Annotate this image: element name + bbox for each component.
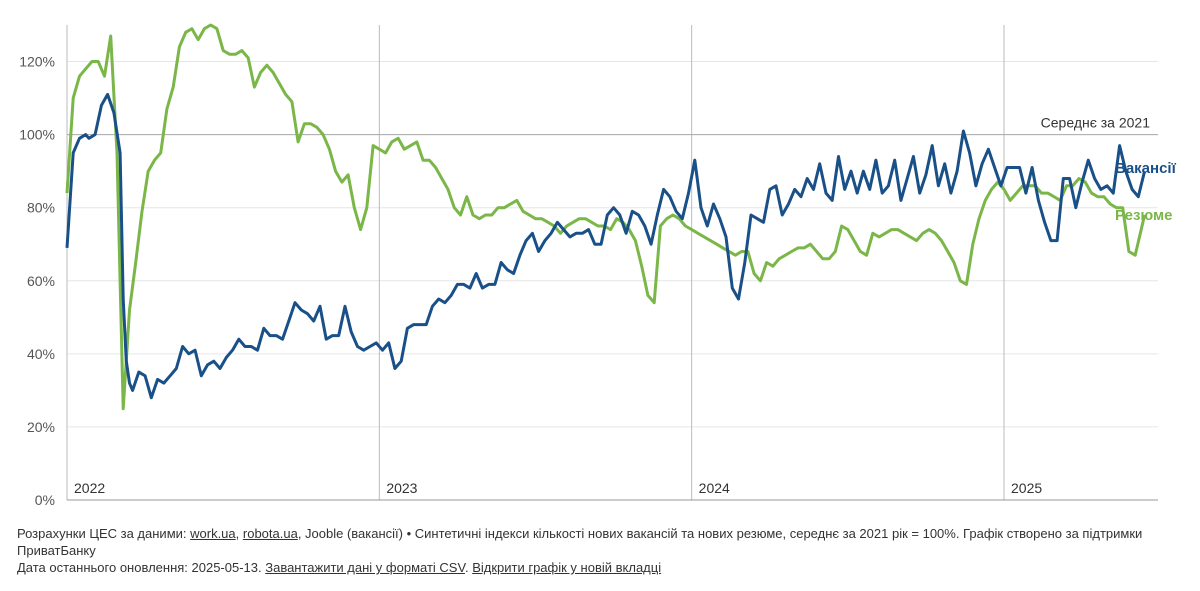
reference-line-label: Середнє за 2021 — [1041, 115, 1151, 131]
source-description: , Jooble (вакансії) • Синтетичні індекси… — [17, 526, 1143, 558]
source-text: Розрахунки ЦЕС за даними: — [17, 526, 191, 541]
series-label-resumes: Резюме — [1115, 207, 1172, 224]
footer-update-line: Дата останнього оновлення: 2025-05-13. З… — [17, 559, 1200, 576]
y-tick-label: 60% — [27, 273, 55, 289]
y-tick-label: 120% — [19, 54, 55, 70]
y-tick-label: 80% — [27, 200, 55, 216]
open-new-tab-link[interactable]: Відкрити графік у новій вкладці — [472, 560, 662, 575]
link-robota-ua[interactable]: robota.ua — [242, 526, 298, 541]
y-tick-label: 0% — [35, 492, 55, 508]
footer-source-line: Розрахунки ЦЕС за даними: work.ua, robot… — [17, 525, 1200, 559]
y-tick-label: 40% — [27, 346, 55, 362]
series-label-vacancies: Вакансії — [1115, 160, 1177, 177]
y-tick-label: 100% — [19, 127, 55, 143]
separator: , — [235, 526, 243, 541]
year-label-2025: 2025 — [1011, 480, 1042, 496]
y-tick-label: 20% — [27, 419, 55, 435]
grid-lines — [67, 61, 1158, 428]
series-line-vacancies — [65, 92, 1147, 400]
chart-footer: Розрахунки ЦЕС за даними: work.ua, robot… — [17, 525, 1200, 576]
link-work-ua[interactable]: work.ua — [190, 526, 236, 541]
year-label-2024: 2024 — [699, 480, 730, 496]
y-axis-ticks: 0% 20% 40% 60% 80% 100% 120% — [19, 54, 55, 508]
year-label-2022: 2022 — [74, 480, 105, 496]
update-date-text: Дата останнього оновлення: 2025-05-13. — [17, 560, 266, 575]
year-markers: 2022 2023 2024 2025 — [66, 25, 1042, 500]
year-label-2023: 2023 — [386, 480, 417, 496]
separator: . — [464, 560, 473, 575]
line-chart: 0%20%40%60%80%100%120% 2022 2023 2024 2025 … — [19, 23, 1177, 508]
download-csv-link[interactable]: Завантажити дані у форматі CSV — [265, 560, 465, 575]
